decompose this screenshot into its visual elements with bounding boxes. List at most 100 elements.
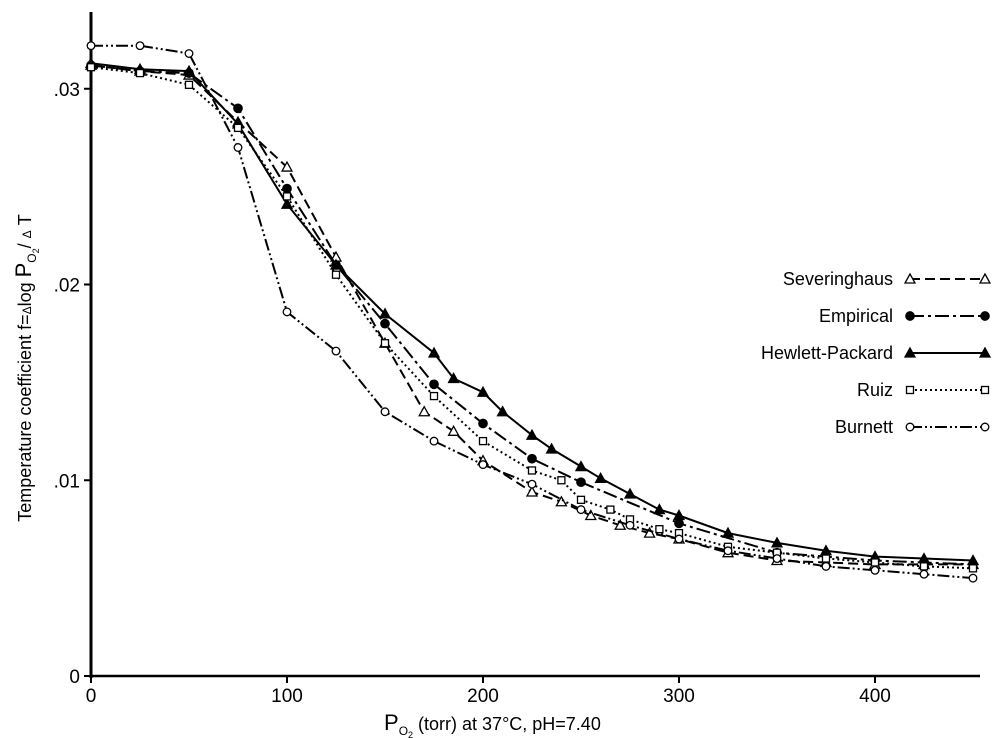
data-point-burnett bbox=[331, 346, 341, 356]
data-point-hewlett-packard bbox=[280, 197, 294, 209]
data-point-burnett bbox=[135, 41, 145, 51]
data-point-burnett bbox=[723, 546, 733, 556]
data-point-burnett bbox=[282, 307, 292, 317]
data-point-severinghaus bbox=[418, 405, 431, 417]
y-tick-label--02: .02 bbox=[54, 276, 80, 297]
data-point-burnett bbox=[233, 143, 243, 152]
data-point-burnett bbox=[527, 479, 537, 489]
data-point-severinghaus bbox=[614, 518, 627, 530]
ticks: 0 100 200 300 400 0 .01 .02 .03 bbox=[54, 80, 891, 707]
data-point-ruiz bbox=[380, 339, 390, 348]
data-point-ruiz bbox=[821, 554, 831, 563]
legend-marker-burnett-start bbox=[905, 422, 915, 432]
series-ruiz bbox=[86, 63, 978, 573]
legend-marker-hewlett-packard-start bbox=[903, 346, 917, 358]
data-point-empirical bbox=[478, 418, 488, 429]
data-point-burnett bbox=[968, 573, 978, 583]
legend-label-empirical: Empirical bbox=[819, 306, 893, 326]
data-point-burnett bbox=[184, 49, 194, 58]
legend-marker-ruiz-start bbox=[905, 385, 915, 395]
legend-marker-empirical-start bbox=[905, 311, 915, 321]
data-point-hewlett-packard bbox=[623, 487, 637, 499]
data-point-hewlett-packard bbox=[770, 536, 784, 548]
data-point-ruiz bbox=[576, 495, 586, 504]
data-point-hewlett-packard bbox=[476, 385, 490, 397]
data-point-ruiz bbox=[184, 80, 194, 89]
series-hewlett-packard bbox=[84, 56, 980, 566]
x-tick-label-0: 0 bbox=[86, 686, 97, 707]
data-point-ruiz bbox=[135, 68, 145, 78]
data-point-ruiz bbox=[655, 525, 664, 534]
legend-label-ruiz: Ruiz bbox=[857, 380, 893, 400]
legend-label-severinghaus: Severinghaus bbox=[783, 269, 893, 289]
data-point-hewlett-packard bbox=[653, 503, 666, 515]
data-point-burnett bbox=[478, 460, 488, 470]
axes bbox=[89, 12, 980, 678]
data-point-burnett bbox=[919, 569, 929, 579]
data-point-burnett bbox=[625, 520, 635, 530]
data-point-empirical bbox=[380, 318, 390, 329]
data-point-severinghaus bbox=[525, 485, 539, 497]
legend-marker-severinghaus-end bbox=[978, 272, 992, 284]
series-line-ruiz bbox=[90, 66, 974, 570]
legend: Severinghaus Empirical Hewlett-Packard Ruiz… bbox=[761, 269, 992, 437]
data-point-empirical bbox=[674, 518, 684, 529]
data-point-hewlett-packard bbox=[427, 346, 441, 358]
x-axis-title: PO2 (torr) at 37°C, pH=7.40 bbox=[384, 710, 601, 738]
data-point-hewlett-packard bbox=[574, 460, 588, 472]
x-tick-label-400: 400 bbox=[859, 686, 891, 707]
data-point-ruiz bbox=[282, 192, 292, 201]
data-point-burnett bbox=[429, 436, 439, 446]
data-point-empirical bbox=[233, 103, 243, 114]
data-point-ruiz bbox=[527, 466, 537, 475]
y-axis-title: Temperature coefficient f=Δlog PO2/ Δ T bbox=[11, 214, 41, 521]
data-point-severinghaus bbox=[643, 526, 656, 538]
data-point-empirical bbox=[527, 453, 537, 464]
data-point-severinghaus bbox=[447, 424, 460, 436]
series-burnett bbox=[86, 41, 978, 583]
legend-label-burnett: Burnett bbox=[835, 417, 893, 437]
data-point-hewlett-packard bbox=[672, 509, 686, 521]
data-point-ruiz bbox=[557, 476, 566, 485]
y-tick-label--01: .01 bbox=[54, 471, 80, 492]
series-line-hewlett-packard bbox=[90, 62, 974, 562]
data-point-empirical bbox=[282, 183, 292, 194]
data-point-hewlett-packard bbox=[594, 471, 607, 483]
data-point-ruiz bbox=[919, 562, 929, 571]
data-point-ruiz bbox=[968, 564, 978, 573]
data-point-ruiz bbox=[331, 270, 341, 279]
data-point-hewlett-packard bbox=[721, 526, 735, 538]
data-point-ruiz bbox=[429, 391, 439, 401]
data-point-burnett bbox=[772, 554, 782, 563]
data-point-hewlett-packard bbox=[545, 442, 558, 454]
legend-marker-ruiz-end bbox=[980, 385, 990, 395]
data-point-hewlett-packard bbox=[378, 307, 392, 319]
data-point-burnett bbox=[870, 565, 880, 575]
data-point-hewlett-packard bbox=[182, 64, 196, 76]
series-layer bbox=[84, 41, 980, 583]
data-point-hewlett-packard bbox=[525, 428, 539, 440]
legend-marker-hewlett-packard-end bbox=[978, 346, 992, 358]
data-point-ruiz bbox=[870, 558, 880, 567]
data-point-ruiz bbox=[86, 63, 96, 72]
data-point-severinghaus bbox=[280, 160, 294, 172]
data-point-hewlett-packard bbox=[329, 258, 343, 270]
data-point-burnett bbox=[674, 534, 684, 544]
x-tick-label-100: 100 bbox=[271, 686, 303, 707]
data-point-burnett bbox=[86, 41, 96, 51]
data-point-hewlett-packard bbox=[496, 405, 509, 417]
data-point-empirical bbox=[429, 379, 439, 390]
data-point-ruiz bbox=[233, 123, 243, 133]
y-tick-label--03: .03 bbox=[54, 80, 80, 101]
data-point-ruiz bbox=[606, 505, 615, 514]
data-point-burnett bbox=[821, 561, 831, 571]
data-point-severinghaus bbox=[584, 509, 597, 521]
data-point-ruiz bbox=[478, 436, 488, 446]
data-point-burnett bbox=[576, 505, 586, 515]
x-tick-label-300: 300 bbox=[663, 686, 695, 707]
y-tick-label-0: 0 bbox=[69, 667, 80, 688]
data-point-empirical bbox=[576, 477, 586, 488]
legend-marker-empirical-end bbox=[980, 311, 990, 321]
legend-label-hewlett-packard: Hewlett-Packard bbox=[761, 343, 893, 363]
